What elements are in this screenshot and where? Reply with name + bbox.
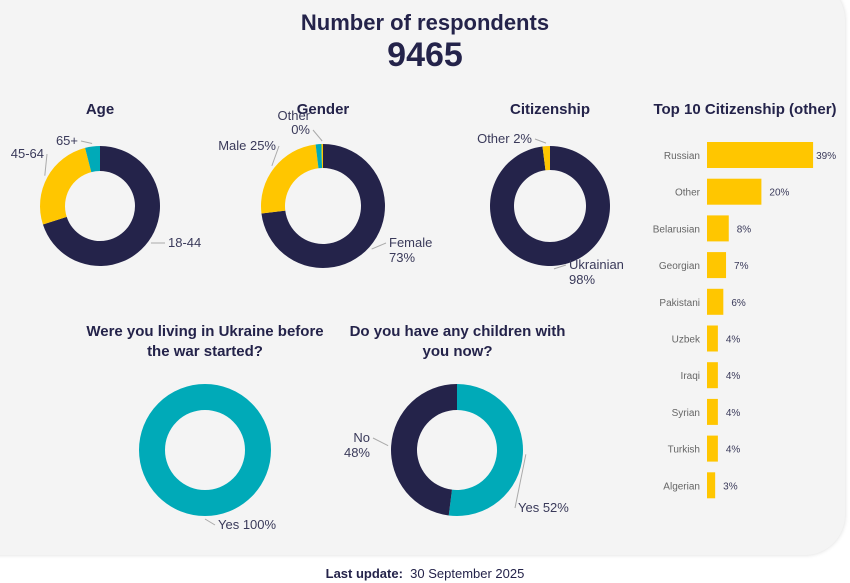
bar-pakistani[interactable] [707,288,724,315]
ukraine-title: Were you living in Ukraine before the wa… [86,323,324,360]
slice-yes-100-[interactable] [139,384,271,516]
citizenship-title: Citizenship [509,101,590,118]
bar-category-label: Pakistani [659,298,700,309]
bar-uzbek[interactable] [707,325,718,352]
slice-yes-100--label: Yes 100% [218,517,277,532]
bar-iraqi[interactable] [707,362,718,389]
leader-line [312,129,323,142]
bar-value-label: 4% [726,445,741,456]
slice-female-73-[interactable] [261,144,385,268]
bar-category-label: Algerian [663,481,700,492]
slice-45-64-label: 45-64 [11,146,44,161]
bar-turkish[interactable] [707,435,718,462]
bar-category-label: Turkish [668,445,700,456]
leader-line [553,264,567,270]
leader-line [372,437,389,447]
bar-belarusian[interactable] [707,215,729,242]
last-update: Last update: 30 September 2025 [0,566,850,581]
age-title: Age [85,101,115,118]
bar-algerian[interactable] [707,472,716,499]
top10-title: Top 10 Citizenship (other) [653,101,837,118]
bar-value-label: 20% [769,188,789,199]
bar-value-label: 7% [734,261,749,272]
slice-other-0--label: Other 0% [277,108,310,137]
slice-male-25-[interactable] [261,144,319,214]
slice-yes-52--label: Yes 52% [518,500,569,515]
leader-line [271,145,280,167]
slice-yes-52-[interactable] [448,383,523,516]
leader-line [514,454,527,509]
slice-45-64[interactable] [40,147,92,225]
last-update-date: 30 September 2025 [410,566,525,581]
slice-other-0-[interactable] [321,144,323,169]
bar-value-label: 4% [726,335,741,346]
children-title: Do you have any children with you now? [349,323,566,360]
slice-65--label: 65+ [56,133,78,148]
slice-unlabeled[interactable] [315,144,323,169]
respondent-count: 9465 [387,36,463,74]
leader-line [80,140,93,144]
slice-18-44-label: 18-44 [168,235,201,250]
bar-value-label: 4% [726,371,741,382]
slice-female-73--label: Female 73% [389,235,432,265]
bar-category-label: Other [675,188,701,199]
bar-value-label: 6% [731,298,746,309]
slice-18-44[interactable] [42,146,160,266]
slice-no-48--label: No 48% [344,430,370,460]
leader-line [371,242,387,250]
bar-value-label: 3% [723,481,738,492]
slice-male-25--label: Male 25% [218,138,276,153]
bar-russian[interactable] [707,142,814,168]
leader-line [204,518,216,526]
bar-category-label: Belarusian [653,224,700,235]
page-title: Number of respondents [300,10,550,35]
bar-category-label: Russian [664,151,700,162]
slice-other-2-[interactable] [542,146,550,171]
bar-category-label: Georgian [659,261,700,272]
slice-other-2--label: Other 2% [477,131,532,146]
bar-category-label: Syrian [672,408,700,419]
bar-category-label: Iraqi [681,371,700,382]
bar-value-label: 4% [726,408,741,419]
leader-line [44,153,48,176]
slice-65-[interactable] [85,146,100,173]
gender-title: Gender [296,101,350,118]
bar-georgian[interactable] [707,252,727,279]
bar-syrian[interactable] [707,398,718,425]
bar-value-label: 39% [816,151,836,162]
bar-value-label: 8% [737,224,752,235]
leader-line [534,138,547,144]
slice-ukrainian-98-[interactable] [489,146,610,266]
slice-ukrainian-98--label: Ukrainian 98% [569,257,624,287]
slice-no-48-[interactable] [391,384,457,516]
bar-other[interactable] [707,178,762,205]
last-update-label: Last update: [325,566,403,581]
bar-category-label: Uzbek [672,335,701,346]
